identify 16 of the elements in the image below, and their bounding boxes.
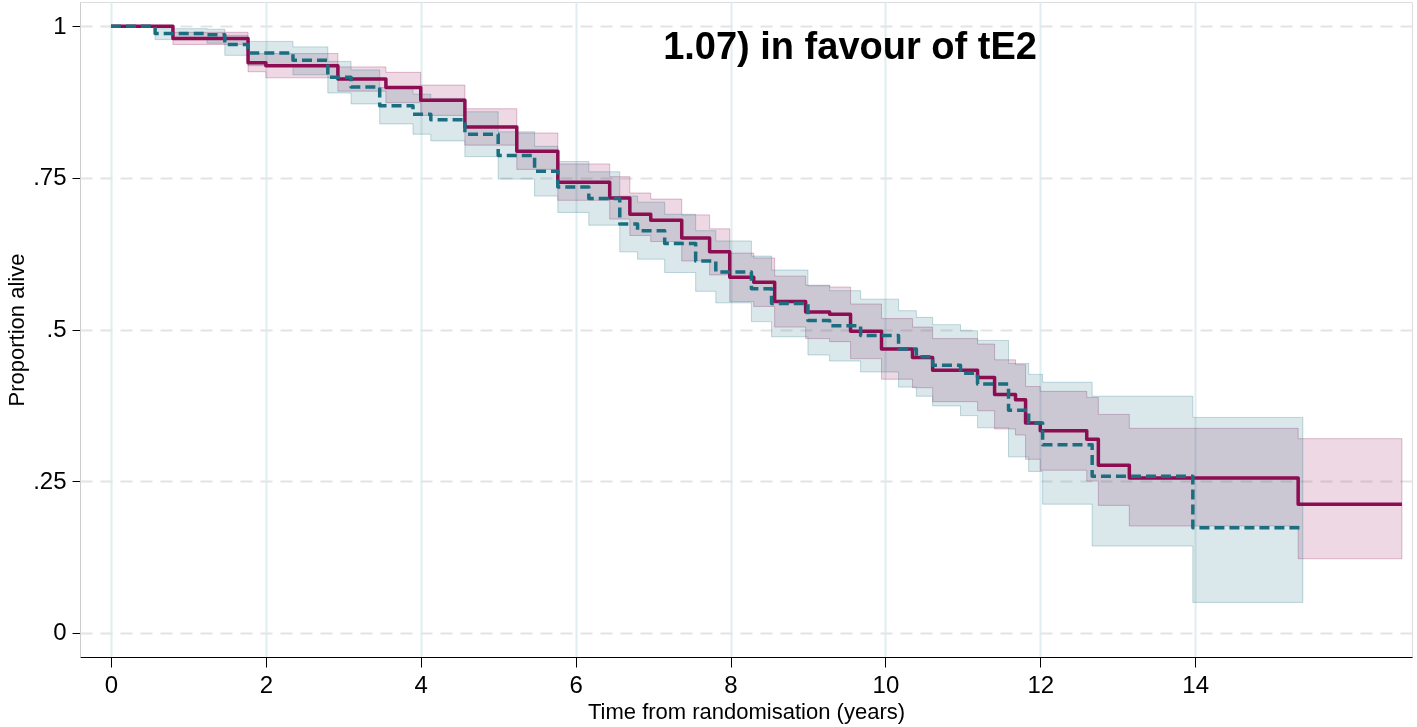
x-axis-title: Time from randomisation (years) [587,698,906,724]
y-tick-label: 1 [53,11,67,39]
y-tick-label: .75 [33,163,67,191]
y-axis-title: Proportion alive [4,253,30,407]
x-tick-label: 8 [724,670,738,698]
x-tick-label: 12 [1027,670,1055,698]
x-tick-label: 2 [259,670,274,698]
x-tick-label: 14 [1182,670,1210,698]
x-tick-label: 4 [414,670,428,698]
x-tick-label: 6 [569,670,583,698]
x-tick-label: 0 [104,670,119,698]
y-tick-label: .25 [33,466,67,494]
y-tick-label: .5 [46,315,67,342]
x-tick-label: 10 [872,670,900,698]
y-tick-label: 0 [53,618,67,646]
annotation: 1.07) in favour of tE2 [663,25,1037,67]
